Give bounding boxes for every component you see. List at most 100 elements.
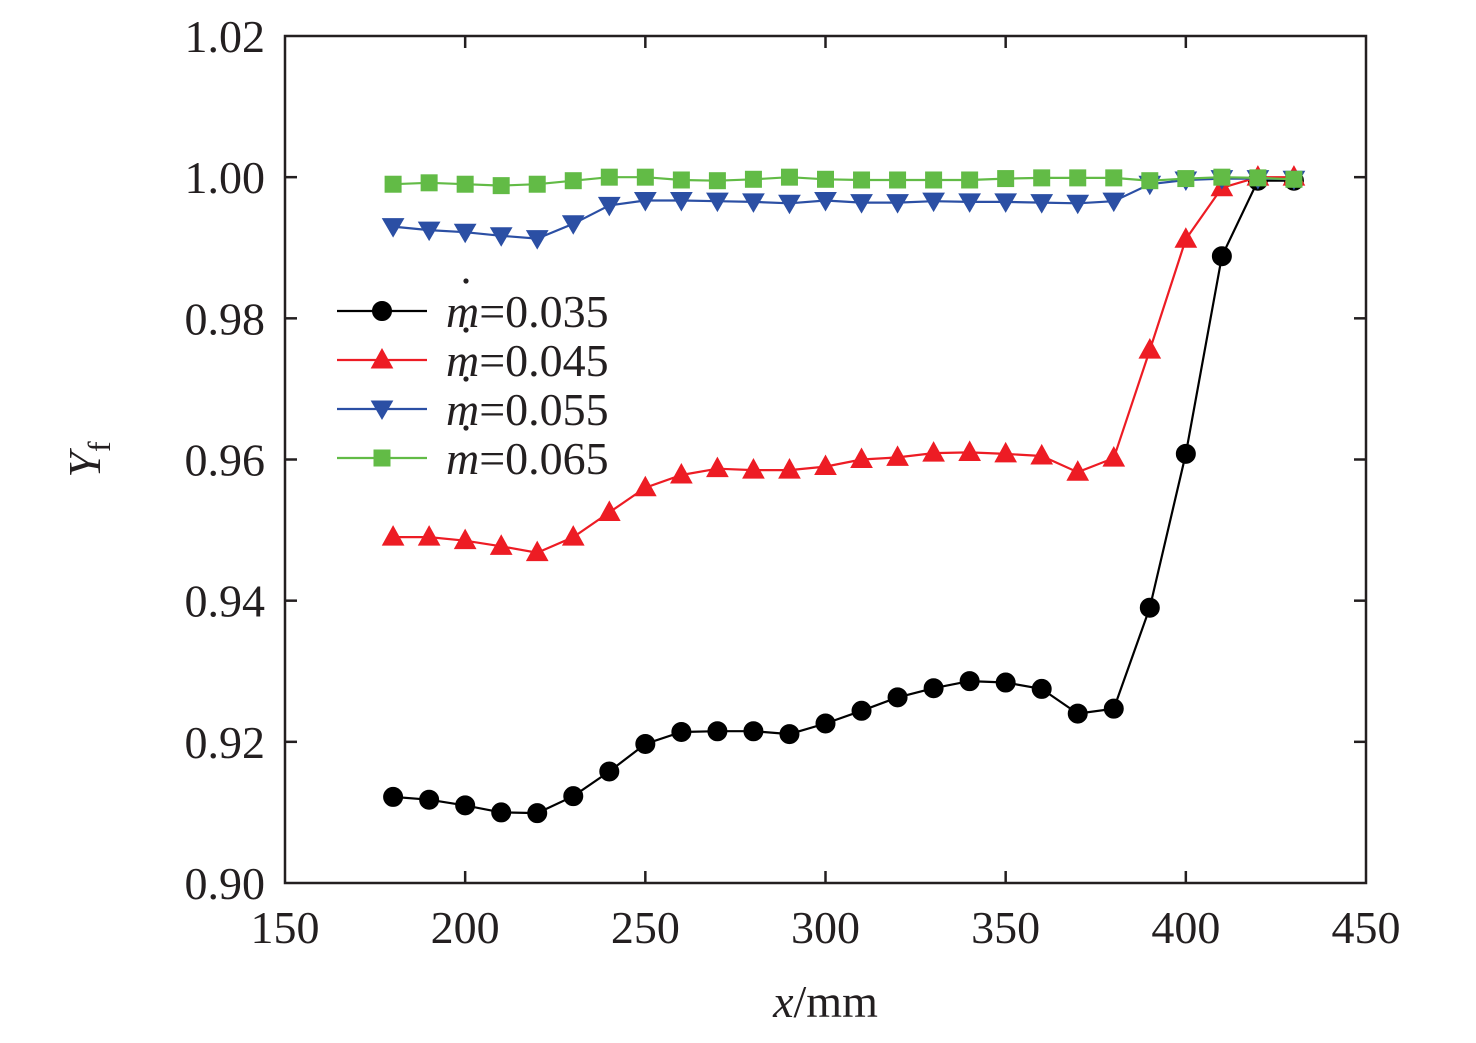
data-point-square — [889, 171, 907, 189]
y-tick-label: 0.96 — [185, 435, 266, 486]
data-point-triangle-down — [1066, 194, 1090, 215]
data-point-triangle-down — [994, 193, 1018, 213]
data-point-circle — [491, 802, 512, 823]
data-point-circle — [383, 786, 404, 807]
data-point-square — [853, 171, 871, 189]
series — [383, 170, 1304, 824]
data-point-triangle-up — [958, 440, 981, 461]
data-point-square — [997, 170, 1015, 188]
data-point-square — [1141, 172, 1159, 190]
data-point-circle — [563, 786, 584, 807]
data-point-triangle-up — [370, 347, 394, 369]
legend-label: m=0.045 — [446, 335, 609, 386]
data-point-triangle-down — [1030, 194, 1054, 214]
legend-symbol-dot — [463, 376, 469, 382]
data-point-triangle-up — [778, 458, 801, 479]
data-point-circle — [1103, 698, 1124, 719]
data-point-triangle-up — [1102, 446, 1126, 467]
legend-symbol-dot — [463, 278, 469, 284]
data-point-square — [817, 170, 834, 188]
data-point-triangle-up — [742, 458, 765, 479]
data-point-triangle-up — [706, 456, 729, 478]
data-point-square — [1285, 170, 1303, 188]
data-point-triangle-up — [561, 525, 585, 546]
series-line — [392, 177, 1294, 240]
data-point-triangle-up — [489, 534, 513, 555]
legend-value: =0.045 — [479, 335, 608, 386]
data-point-triangle-up — [597, 500, 621, 521]
data-point-circle — [1067, 703, 1088, 724]
legend-value: =0.055 — [479, 384, 608, 435]
data-point-triangle-up — [417, 525, 441, 546]
data-point-triangle-down — [814, 191, 837, 212]
y-tick-label: 0.92 — [185, 717, 266, 768]
data-point-circle — [635, 733, 656, 754]
legend-symbol: m — [446, 433, 479, 484]
series — [381, 170, 1306, 250]
data-point-circle — [419, 789, 440, 810]
data-point-triangle-up — [1174, 227, 1198, 248]
data-point-circle — [851, 700, 872, 721]
x-tick-label: 450 — [1332, 902, 1401, 953]
data-point-triangle-down — [778, 194, 801, 215]
data-point-square — [373, 449, 391, 467]
data-point-square — [636, 168, 654, 186]
data-point-circle — [1211, 246, 1232, 267]
plot-series — [381, 165, 1306, 824]
data-point-triangle-up — [633, 475, 657, 497]
data-point-circle — [455, 795, 476, 816]
data-point-square — [1105, 169, 1123, 187]
x-axis-variable: x — [772, 976, 794, 1027]
data-point-square — [744, 170, 762, 188]
data-point-circle — [995, 672, 1016, 693]
data-point-circle — [372, 301, 392, 321]
data-point-circle — [887, 687, 908, 708]
data-point-triangle-down — [922, 192, 945, 213]
data-point-triangle-down — [489, 227, 513, 247]
data-point-triangle-down — [1102, 192, 1126, 213]
legend-label: m=0.065 — [446, 433, 609, 484]
data-point-square — [564, 172, 582, 190]
data-point-square — [528, 175, 546, 193]
data-point-triangle-up — [670, 462, 693, 484]
x-tick-label: 250 — [611, 902, 680, 953]
data-point-triangle-up — [850, 447, 873, 468]
legend-symbol-dot — [463, 327, 469, 333]
data-point-triangle-down — [381, 218, 405, 238]
data-point-square — [1249, 169, 1267, 187]
data-point-circle — [527, 803, 548, 824]
data-point-circle — [1031, 678, 1052, 699]
data-point-square — [1069, 169, 1087, 187]
y-tick-label: 0.98 — [185, 293, 266, 344]
data-point-circle — [779, 724, 800, 745]
data-point-triangle-up — [814, 454, 837, 476]
data-point-circle — [923, 678, 944, 699]
y-tick-label: 1.00 — [185, 152, 266, 203]
x-tick-label: 400 — [1151, 902, 1220, 953]
legend-item: m=0.035 — [337, 278, 609, 337]
y-axis-title: Yf — [59, 441, 117, 478]
data-point-triangle-up — [1030, 443, 1054, 465]
series — [384, 168, 1303, 195]
data-point-square — [708, 172, 726, 190]
x-tick-label: 300 — [791, 902, 860, 953]
data-point-square — [672, 171, 690, 189]
data-point-triangle-down — [669, 191, 693, 212]
data-point-triangle-down — [886, 194, 909, 214]
series-line — [393, 176, 1294, 554]
data-point-triangle-up — [922, 441, 945, 462]
data-point-triangle-up — [381, 525, 405, 546]
data-point-triangle-down — [850, 194, 873, 214]
x-tick-label: 350 — [971, 902, 1040, 953]
data-point-square — [1033, 169, 1051, 187]
legend-value: =0.065 — [479, 433, 608, 484]
data-point-circle — [1139, 597, 1160, 618]
plot-frame — [283, 34, 1368, 885]
x-axis: 150 200 250 300 350 400 450 — [251, 36, 1401, 953]
legend-symbol: m — [446, 286, 479, 337]
data-point-triangle-down — [561, 215, 585, 235]
y-axis-subscript: f — [81, 441, 117, 452]
data-point-triangle-up — [1066, 460, 1090, 481]
data-point-triangle-down — [958, 193, 982, 213]
